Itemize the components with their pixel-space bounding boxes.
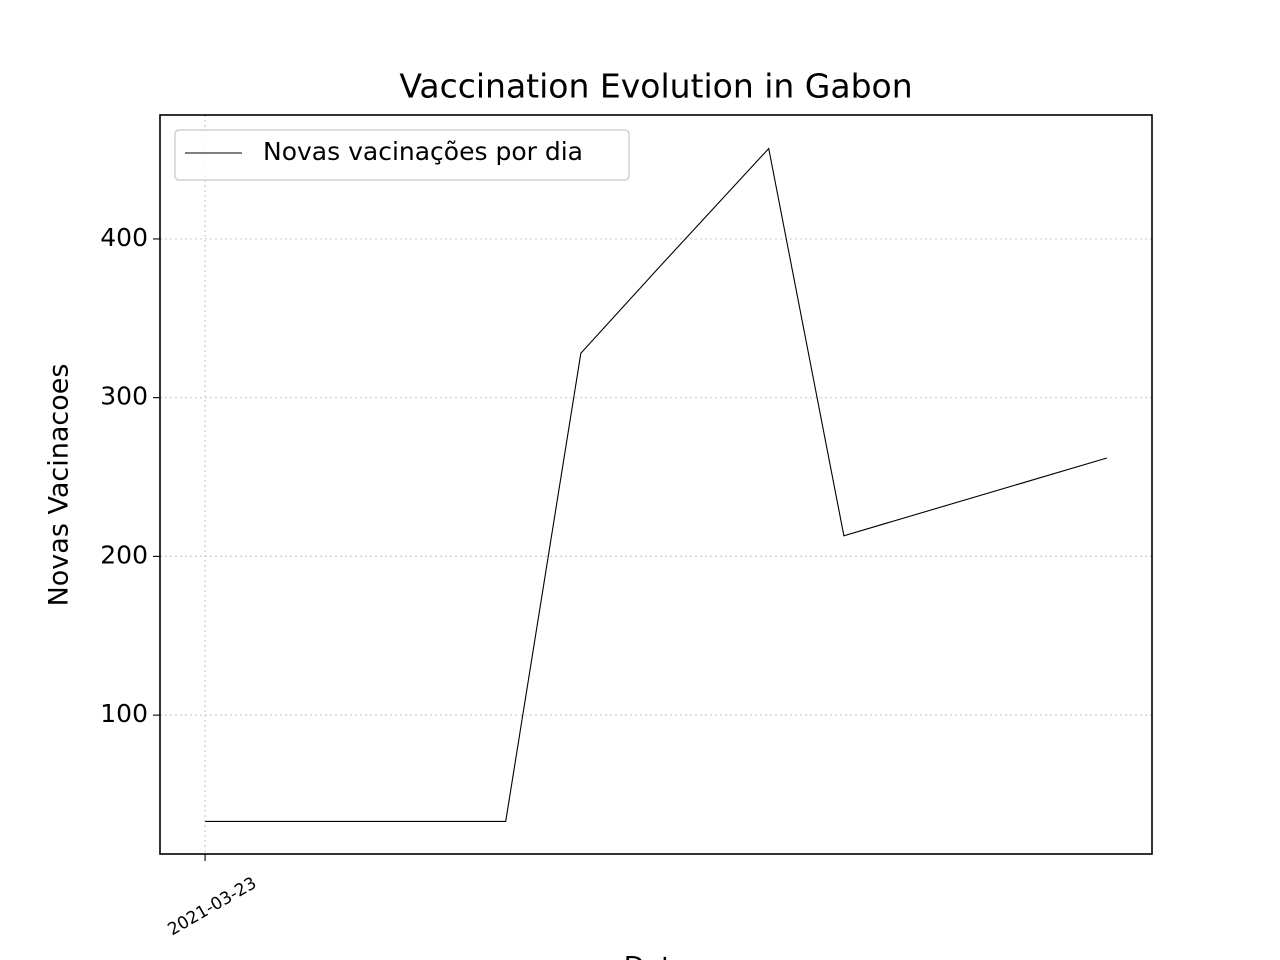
line xyxy=(205,147,1108,823)
legend-box xyxy=(174,129,630,181)
y-tick-label: 300 xyxy=(100,382,148,411)
x-axis-label: Data xyxy=(624,952,688,960)
legend: Novas vacinações por dia xyxy=(174,129,630,181)
chart-title: Vaccination Evolution in Gabon xyxy=(399,67,912,106)
y-tick-label: 100 xyxy=(100,699,148,728)
y-axis-label: Novas Vacinacoes xyxy=(44,364,75,607)
y-tick-label: 200 xyxy=(100,540,148,569)
y-tick-label: 400 xyxy=(100,223,148,252)
legend-label: Novas vacinações por dia xyxy=(263,137,583,166)
plot-frame xyxy=(159,114,1153,855)
